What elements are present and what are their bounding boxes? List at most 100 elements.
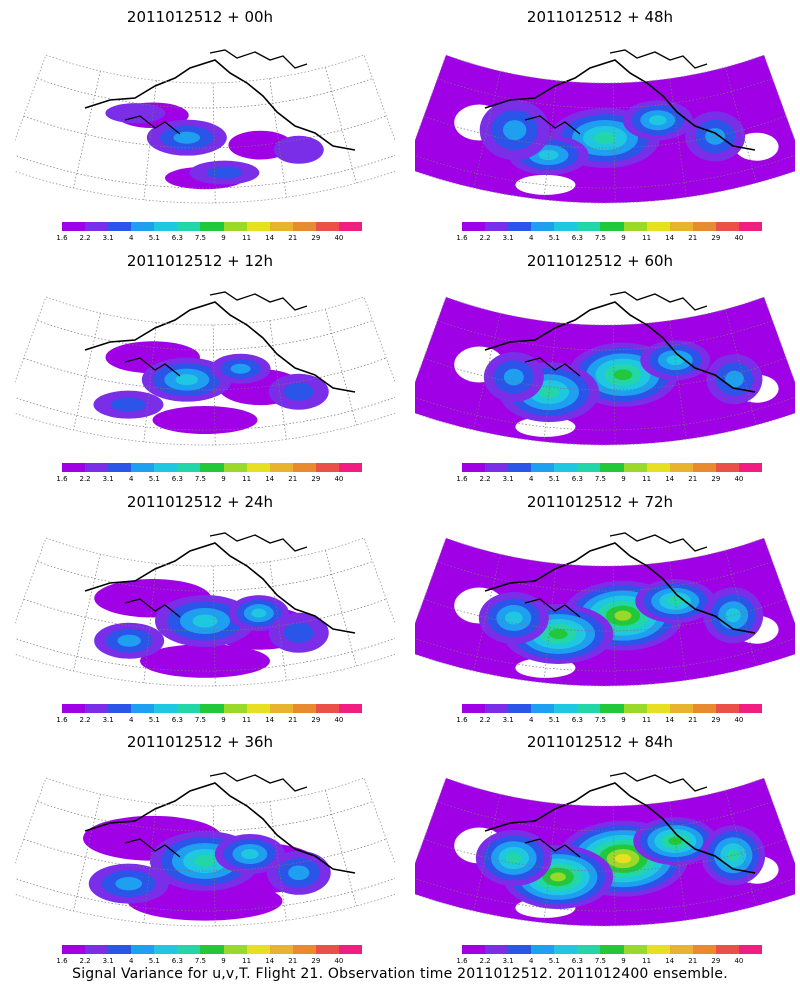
graticule-line — [543, 563, 557, 683]
colorbar-label: 2.2 — [79, 475, 91, 483]
variance-contour — [192, 614, 218, 628]
colorbar-label: 2.2 — [479, 716, 491, 724]
variance-contour — [649, 115, 667, 126]
coastline — [209, 772, 308, 792]
colorbar-swatch — [485, 222, 509, 231]
map-panel-36h — [15, 772, 395, 927]
colorbar-swatch — [200, 704, 224, 713]
coastline — [124, 838, 181, 858]
colorbar-swatch — [554, 463, 578, 472]
variance-contour — [115, 877, 143, 891]
colorbar-label: 21 — [288, 716, 298, 724]
colorbar-label: 14 — [665, 234, 675, 242]
colorbar-swatch — [223, 704, 247, 713]
coastline — [609, 49, 708, 69]
graticule-line — [23, 598, 387, 632]
colorbar-swatch — [315, 222, 339, 231]
colorbar-swatch — [62, 704, 86, 713]
colorbar-swatch — [692, 704, 716, 713]
colorbar-label: 11 — [642, 234, 652, 242]
variance-contour — [503, 120, 527, 141]
colorbar-swatch — [85, 222, 109, 231]
colorbar-label: 14 — [265, 234, 275, 242]
graticule-line — [473, 71, 501, 189]
colorbar-label: 5.1 — [548, 475, 560, 483]
graticule-line — [212, 805, 216, 926]
colorbar-swatch — [338, 463, 362, 472]
colorbar-swatch — [292, 222, 316, 231]
variance-contour — [288, 865, 310, 881]
colorbar-swatch — [85, 945, 109, 954]
colorbar-label: 29 — [711, 234, 721, 242]
colorbar-swatch — [462, 945, 486, 954]
colorbar-label: 4 — [528, 716, 534, 724]
map-panel-24h — [15, 532, 395, 687]
variance-contour — [127, 881, 283, 921]
colorbar-label: 11 — [242, 716, 252, 724]
colorbar-label: 7.5 — [194, 716, 207, 724]
variance-contour — [241, 849, 259, 860]
variance-contour — [230, 363, 251, 374]
graticule-line — [415, 154, 795, 189]
graticule-line — [669, 801, 687, 921]
colorbar-swatch — [485, 463, 509, 472]
panel-title-36h: 2011012512 + 36h — [126, 733, 274, 751]
colorbar-swatch — [738, 945, 762, 954]
graticule-line — [23, 357, 387, 391]
colorbar-label: 40 — [734, 475, 744, 483]
variance-contour — [614, 853, 632, 864]
graticule-line — [543, 80, 557, 200]
colorbar-swatch — [508, 704, 532, 713]
colorbar-label: 3.1 — [502, 716, 514, 724]
graticule-line — [143, 80, 157, 200]
colorbar-label: 4 — [128, 957, 134, 965]
coastline — [524, 598, 581, 618]
map-outline — [15, 777, 395, 927]
colorbar-label: 5.1 — [548, 957, 560, 965]
map-panel-00h — [15, 49, 395, 204]
colorbar-swatch — [715, 222, 739, 231]
variance-contour — [503, 368, 524, 386]
colorbar-label: 29 — [711, 957, 721, 965]
colorbar-label: 21 — [688, 957, 698, 965]
colorbar-label: 2.2 — [79, 716, 91, 724]
variance-contour — [506, 852, 522, 864]
colorbar-24h: 1.6 2.2 3.1 4 5.1 6.3 7.5 9 11 14 21 29 40 — [56, 704, 362, 724]
colorbar-swatch — [646, 945, 670, 954]
colorbar-label: 5.1 — [148, 475, 160, 483]
graticule-line — [15, 154, 395, 189]
colorbar-label: 40 — [734, 234, 744, 242]
graticule-line — [543, 322, 557, 442]
colorbar-label: 40 — [334, 475, 344, 483]
colorbar-swatch — [177, 704, 201, 713]
graticule-line — [473, 554, 501, 672]
colorbar-label: 7.5 — [594, 716, 607, 724]
variance-contour — [725, 608, 741, 623]
colorbar-swatch — [692, 463, 716, 472]
coastline — [84, 542, 356, 634]
graticule-line — [423, 357, 787, 391]
colorbar-72h: 1.6 2.2 3.1 4 5.1 6.3 7.5 9 11 14 21 29 40 — [456, 704, 762, 724]
colorbar-swatch — [600, 704, 624, 713]
coastline — [484, 59, 756, 151]
colorbar-label: 5.1 — [148, 957, 160, 965]
map-panel-48h — [415, 49, 795, 204]
colorbar-swatch — [154, 463, 178, 472]
graticule-line — [269, 561, 287, 681]
colorbar-swatch — [692, 945, 716, 954]
colorbar-swatch — [62, 945, 86, 954]
colorbar-swatch — [315, 945, 339, 954]
colorbar-swatch — [131, 704, 155, 713]
colorbar-swatch — [85, 704, 109, 713]
colorbar-label: 11 — [242, 475, 252, 483]
colorbar-swatch — [200, 463, 224, 472]
colorbar-swatch — [315, 704, 339, 713]
variance-contour — [251, 608, 267, 618]
variance-contour — [734, 132, 779, 161]
panel-title-48h: 2011012512 + 48h — [526, 8, 674, 26]
map-outline — [415, 777, 795, 927]
colorbar-label: 6.3 — [171, 234, 183, 242]
colorbar-label: 3.1 — [502, 234, 514, 242]
colorbar-swatch — [715, 704, 739, 713]
colorbar-swatch — [554, 945, 578, 954]
